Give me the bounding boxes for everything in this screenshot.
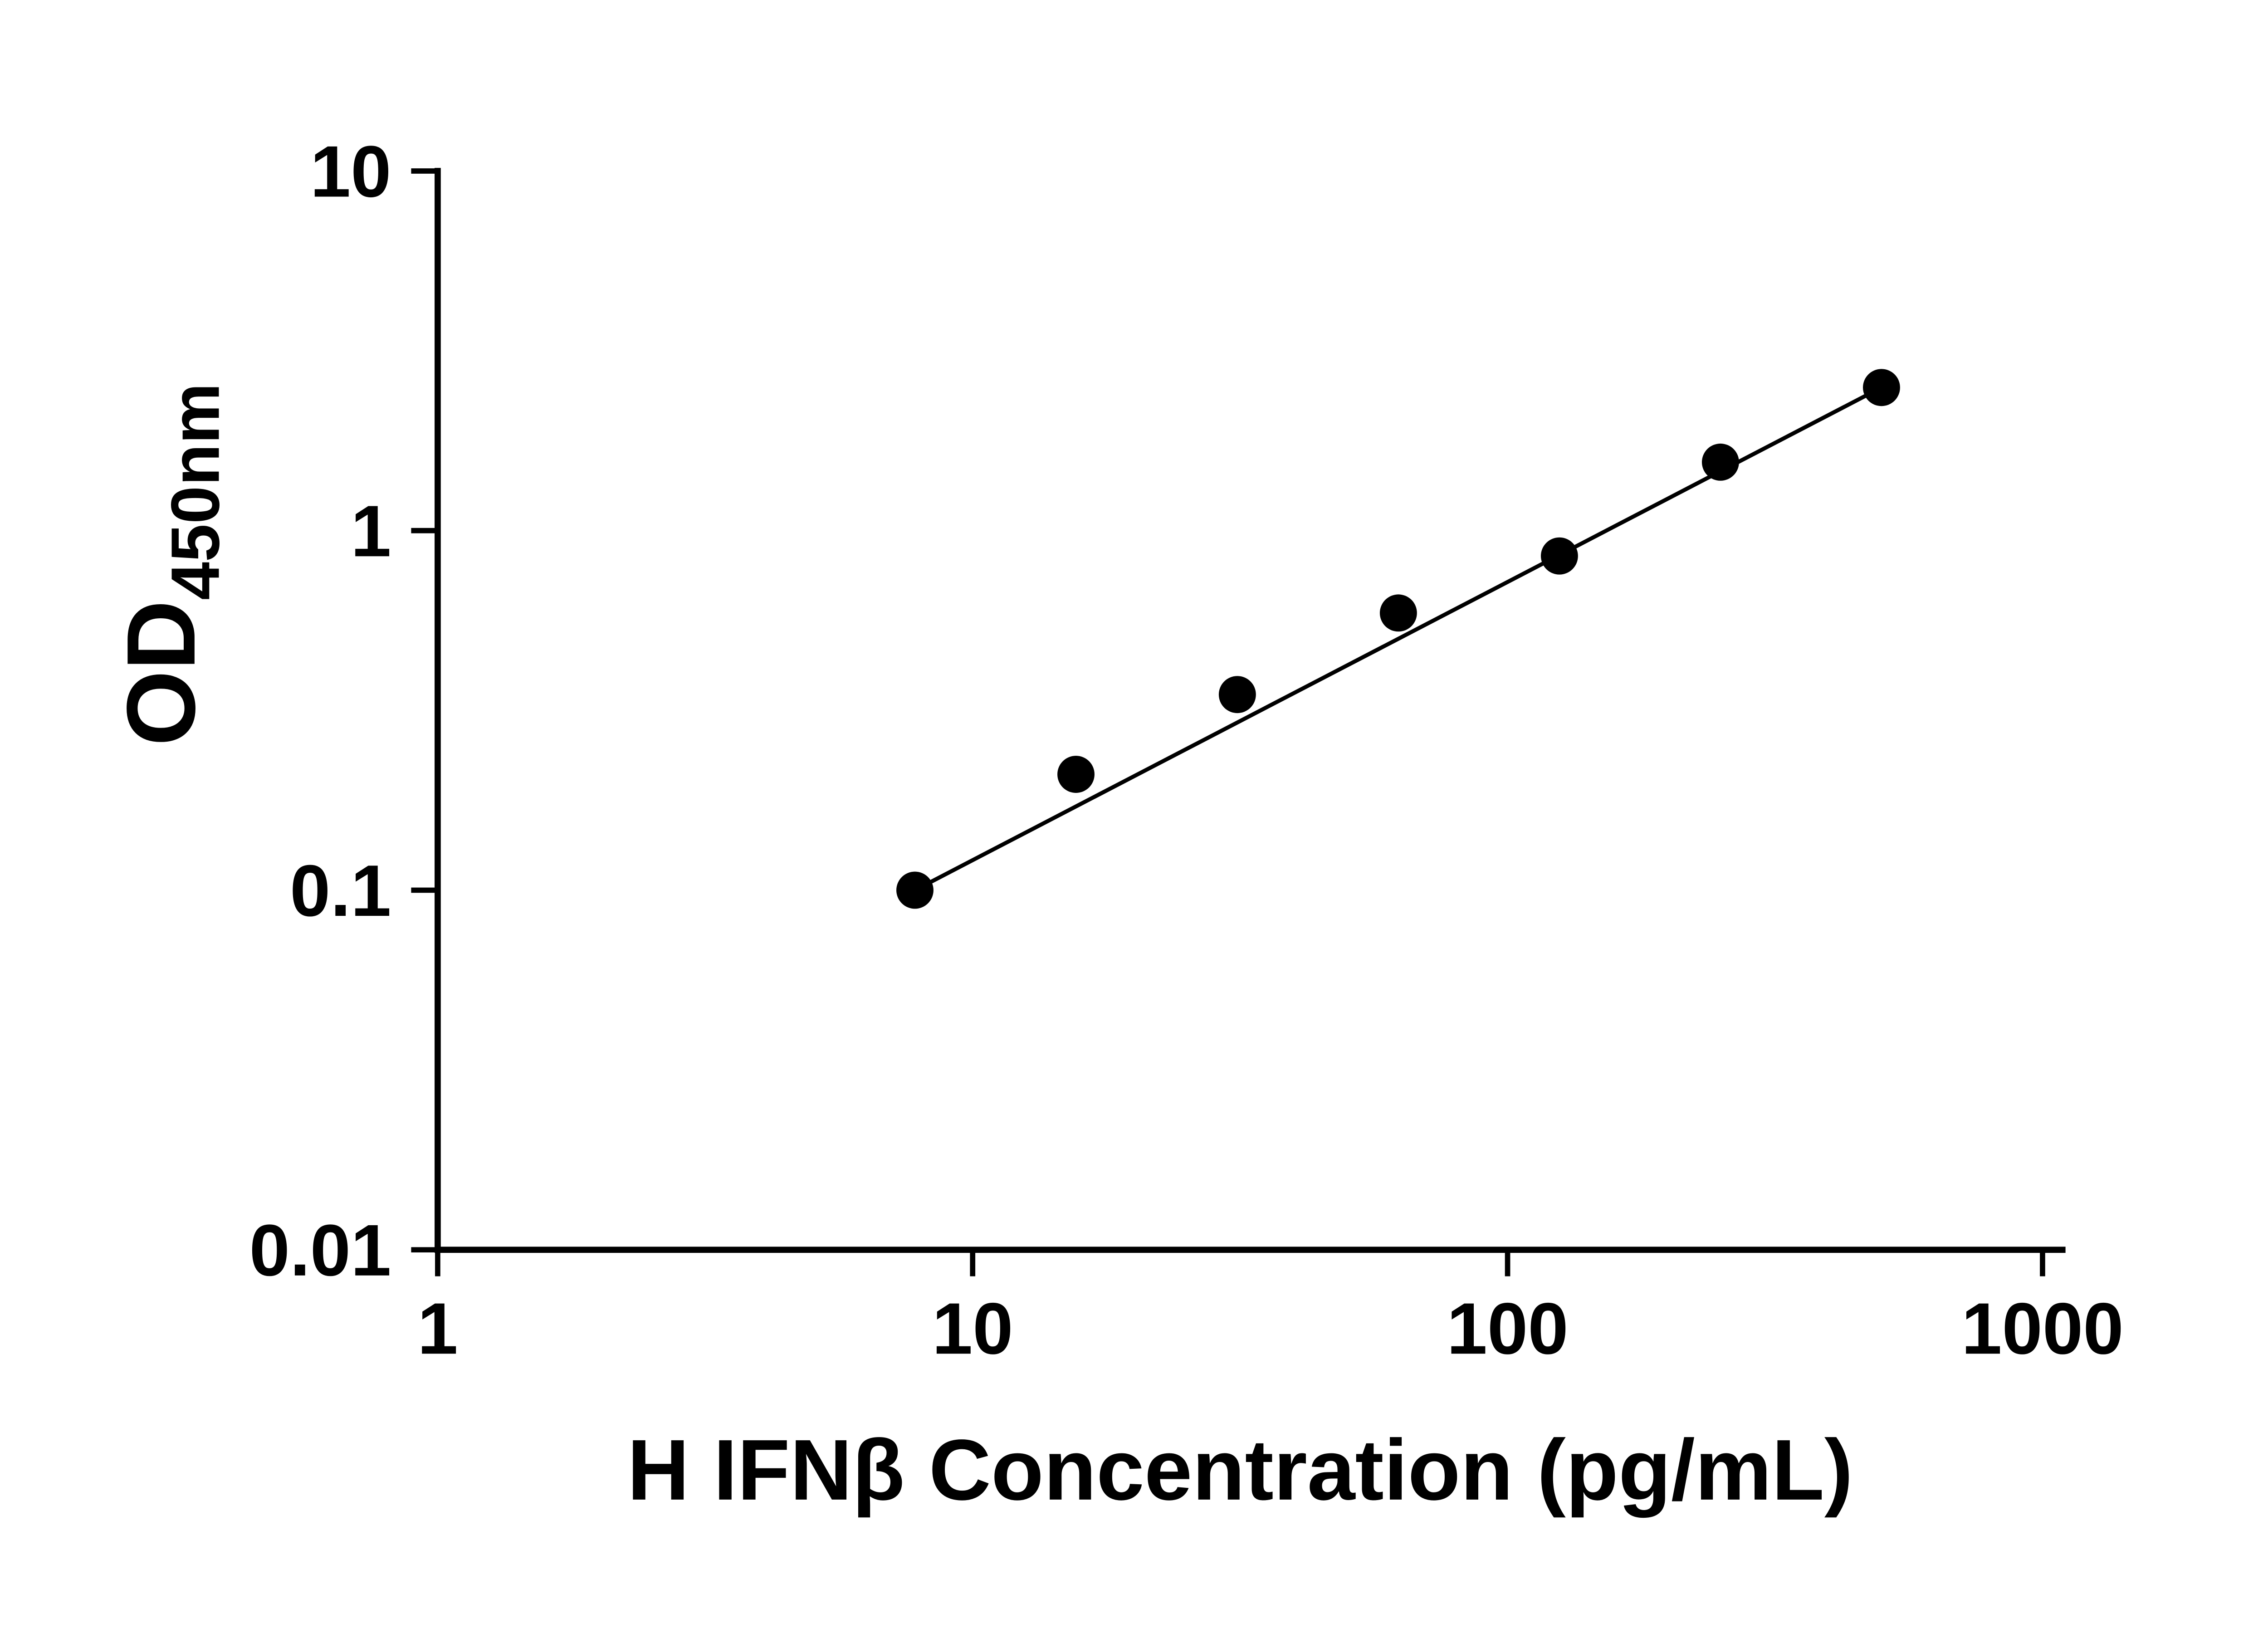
- data-point: [896, 871, 934, 909]
- x-tick-label: 100: [1447, 1288, 1568, 1369]
- x-tick-label: 10: [932, 1288, 1013, 1369]
- data-point: [1057, 756, 1095, 793]
- y-tick-label: 10: [310, 131, 391, 213]
- plot-area: 1 10 100 1000 0.01 0.1 1 10: [249, 131, 2124, 1370]
- y-tick-label: 0.01: [249, 1210, 391, 1291]
- x-axis-label: H IFNβ Concentration (pg/mL): [627, 1422, 1853, 1518]
- y-tick-label: 0.1: [290, 850, 391, 932]
- data-point: [1701, 443, 1739, 481]
- data-point: [1862, 369, 1900, 406]
- axis-lines: [435, 168, 2066, 1253]
- y-axis-label-main: OD: [107, 600, 215, 746]
- x-tick-label: 1000: [1961, 1288, 2124, 1369]
- data-point: [1218, 676, 1256, 714]
- data-point: [1379, 594, 1417, 632]
- x-tick-label: 1: [417, 1288, 458, 1369]
- y-axis-label-subscript: 450nm: [157, 383, 234, 600]
- y-tick-label: 1: [351, 490, 391, 572]
- data-point: [1540, 537, 1578, 575]
- y-axis-label: OD450nm: [107, 383, 234, 746]
